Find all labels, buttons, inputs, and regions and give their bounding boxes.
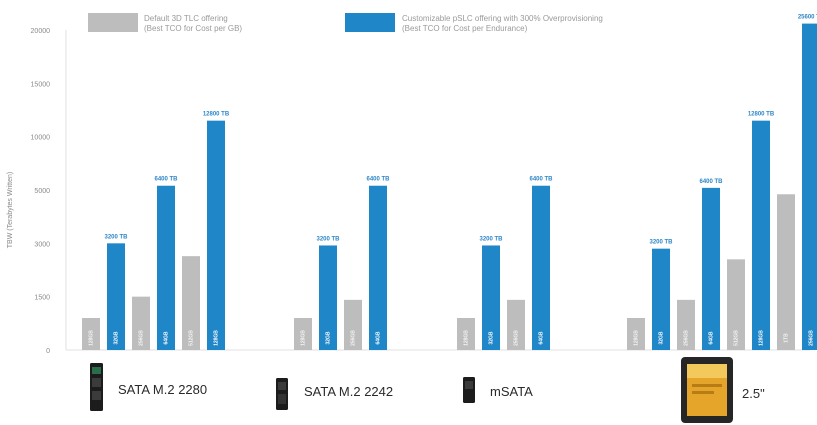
bar-slc	[482, 245, 500, 350]
y-tick-label: 10000	[31, 135, 51, 142]
bar-capacity-label: 1TB	[783, 333, 789, 343]
bar-value-label: 3200 TB	[316, 236, 340, 242]
y-tick-label: 20000	[31, 28, 51, 35]
legend-tlc-line1: Default 3D TLC offering	[144, 14, 228, 23]
bar-slc	[157, 185, 175, 350]
bar-capacity-label: 256GB	[350, 330, 356, 346]
bar-tlc	[294, 318, 312, 350]
bar-value-label: 6400 TB	[699, 179, 723, 185]
bar-slc	[802, 23, 817, 350]
bar-tlc	[182, 256, 200, 350]
product-name: SATA M.2 2280	[118, 382, 207, 397]
bar-slc	[369, 185, 387, 350]
bar-value-label: 3200 TB	[104, 234, 128, 240]
bar-tlc	[457, 318, 475, 350]
bar-capacity-label: 512GB	[733, 330, 739, 346]
bar-slc	[652, 248, 670, 350]
bar-tlc	[82, 318, 100, 350]
bar-capacity-label: 256GB	[513, 330, 519, 346]
bar-tlc	[727, 259, 745, 350]
bar-tlc	[507, 299, 525, 350]
bar-capacity-label: 128GB	[213, 330, 219, 346]
bar-capacity-label: 256GB	[808, 330, 814, 346]
product-names: SATA M.2 2280 SATA M.2 2242 mSATA 2.5"	[118, 382, 765, 401]
bar-value-label: 3200 TB	[649, 240, 673, 246]
legend-slc-line2: (Best TCO for Cost per Endurance)	[402, 24, 528, 33]
legend: Default 3D TLC offering (Best TCO for Co…	[88, 13, 603, 33]
bar-tlc	[677, 299, 695, 350]
bar-capacity-label: 128GB	[88, 330, 94, 346]
bar-capacity-label: 128GB	[300, 330, 306, 346]
product-icon-msata	[463, 377, 475, 403]
bar-capacity-label: 128GB	[633, 330, 639, 346]
product-icon-2-5-ssd	[681, 357, 733, 423]
bar-capacity-label: 64GB	[163, 331, 169, 344]
bars: 128GB 3200 TB 32GB 256GB 6400 TB 64GB 512GB 128…	[82, 15, 817, 351]
product-icon-m2-2280	[90, 363, 103, 411]
y-tick-label: 15000	[31, 81, 51, 88]
bar-capacity-label: 32GB	[658, 331, 664, 344]
legend-slc-line1: Customizable pSLC offering with 300% Ove…	[402, 14, 603, 23]
bar-value-label: 3200 TB	[479, 236, 503, 242]
bar-capacity-label: 256GB	[683, 330, 689, 346]
bar-tlc	[132, 296, 150, 350]
bar-slc	[752, 120, 770, 351]
legend-swatch-slc	[345, 13, 395, 32]
y-tick-label: 0	[46, 348, 50, 355]
y-tick-label: 3000	[34, 241, 50, 248]
bar-value-label: 6400 TB	[529, 177, 553, 183]
bar-slc	[319, 245, 337, 350]
bar-tlc	[627, 318, 645, 350]
bar-tlc	[777, 194, 795, 350]
bar-value-label: 6400 TB	[154, 177, 178, 183]
product-name: mSATA	[490, 384, 533, 399]
bar-value-label: 6400 TB	[366, 177, 390, 183]
bar-slc	[702, 187, 720, 350]
bar-value-label: 12800 TB	[203, 112, 230, 118]
bar-slc	[532, 185, 550, 350]
bar-value-label: 12800 TB	[748, 112, 775, 118]
bar-capacity-label: 128GB	[463, 330, 469, 346]
product-name: 2.5"	[742, 386, 765, 401]
bar-tlc	[344, 299, 362, 350]
bar-group: 128GB 3200 TB 32GB 256GB 6400 TB 64GB	[294, 177, 390, 350]
bar-slc	[207, 120, 225, 351]
product-icon-m2-2242	[276, 378, 288, 410]
bar-capacity-label: 32GB	[488, 331, 494, 344]
y-ticks: 0 1500 3000 5000 10000 15000 20000	[31, 28, 51, 355]
bar-capacity-label: 256GB	[138, 330, 144, 346]
bar-slc	[107, 243, 125, 350]
bar-capacity-label: 64GB	[708, 331, 714, 344]
product-name: SATA M.2 2242	[304, 384, 393, 399]
bar-capacity-label: 64GB	[538, 331, 544, 344]
y-tick-label: 5000	[34, 188, 50, 195]
legend-swatch-tlc	[88, 13, 138, 32]
bar-capacity-label: 32GB	[325, 331, 331, 344]
bar-group: 128GB 3200 TB 32GB 256GB 6400 TB 64GB 512GB 128…	[82, 112, 230, 351]
bar-capacity-label: 512GB	[188, 330, 194, 346]
y-axis-label: TBW (Terabytes Written)	[7, 172, 14, 249]
legend-tlc-line2: (Best TCO for Cost per GB)	[144, 24, 242, 33]
bar-group: 128GB 3200 TB 32GB 256GB 6400 TB 64GB	[457, 177, 553, 350]
y-tick-label: 1500	[34, 295, 50, 302]
bar-capacity-label: 64GB	[375, 331, 381, 344]
bar-group: 128GB 3200 TB 32GB 256GB 6400 TB 64GB 512GB 128…	[627, 15, 817, 351]
bar-capacity-label: 128GB	[758, 330, 764, 346]
bar-value-label: 25600 TB	[798, 15, 817, 21]
bar-capacity-label: 32GB	[113, 331, 119, 344]
